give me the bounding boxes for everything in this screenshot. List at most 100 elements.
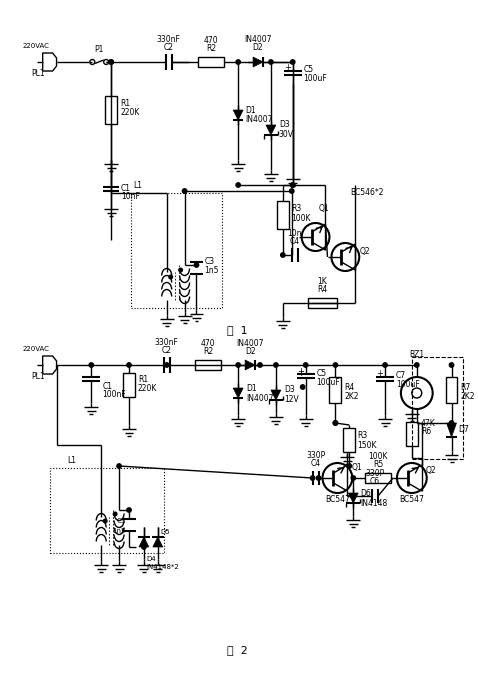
Text: Q2: Q2 xyxy=(359,247,370,256)
Text: 220K: 220K xyxy=(120,108,140,117)
Text: +: + xyxy=(297,369,304,378)
Text: C3: C3 xyxy=(117,518,126,524)
Text: D1: D1 xyxy=(245,106,256,115)
Text: 图  1: 图 1 xyxy=(227,325,248,335)
Text: R6: R6 xyxy=(421,427,431,436)
Text: R1: R1 xyxy=(138,375,148,384)
Bar xyxy=(277,201,289,229)
Text: +: + xyxy=(376,369,383,378)
Circle shape xyxy=(164,363,169,367)
Bar xyxy=(123,373,135,397)
Text: IN4007: IN4007 xyxy=(246,394,273,403)
Bar xyxy=(196,360,221,370)
Text: Q2: Q2 xyxy=(426,466,436,475)
Text: IN4148*2: IN4148*2 xyxy=(147,564,180,570)
Text: D3: D3 xyxy=(279,120,290,129)
Circle shape xyxy=(333,421,337,425)
Circle shape xyxy=(236,60,240,64)
Text: 100uF: 100uF xyxy=(304,74,327,83)
Circle shape xyxy=(301,385,305,389)
Polygon shape xyxy=(266,125,276,135)
Bar xyxy=(131,193,222,308)
Text: 12V: 12V xyxy=(284,395,299,404)
Text: R4: R4 xyxy=(344,383,355,392)
Circle shape xyxy=(89,363,94,367)
Text: 100nF: 100nF xyxy=(102,390,126,399)
Text: D4: D4 xyxy=(147,556,156,562)
Text: R2: R2 xyxy=(206,44,217,53)
Text: R5: R5 xyxy=(373,460,383,469)
Text: C7: C7 xyxy=(396,371,406,380)
Text: C2: C2 xyxy=(162,346,172,355)
Text: C1: C1 xyxy=(102,382,112,391)
Circle shape xyxy=(127,363,131,367)
Bar xyxy=(412,357,464,459)
Circle shape xyxy=(347,464,351,468)
Text: C5: C5 xyxy=(304,65,314,74)
Text: 470: 470 xyxy=(204,36,219,45)
Text: C4: C4 xyxy=(311,459,321,468)
Text: IN4007: IN4007 xyxy=(245,115,272,124)
Bar xyxy=(198,57,224,67)
Text: 150K: 150K xyxy=(357,441,377,450)
Text: R1: R1 xyxy=(120,99,130,108)
Circle shape xyxy=(290,189,294,193)
Text: 1n5: 1n5 xyxy=(113,528,126,534)
Text: 30V: 30V xyxy=(279,130,294,139)
Text: D6: D6 xyxy=(360,489,371,498)
Circle shape xyxy=(351,476,356,480)
Text: 10nF: 10nF xyxy=(121,192,140,201)
Text: D2: D2 xyxy=(253,43,263,52)
Text: 100K: 100K xyxy=(291,214,310,223)
Text: C3: C3 xyxy=(205,257,215,266)
Text: 1n5: 1n5 xyxy=(205,266,219,275)
Text: L1: L1 xyxy=(133,181,142,190)
Circle shape xyxy=(291,183,295,188)
Bar xyxy=(329,377,341,403)
Text: D2: D2 xyxy=(245,347,255,356)
Text: 470: 470 xyxy=(201,339,216,348)
Polygon shape xyxy=(271,390,281,400)
Circle shape xyxy=(281,253,285,257)
Text: 47K: 47K xyxy=(421,419,435,428)
Bar xyxy=(343,428,355,452)
Text: C4: C4 xyxy=(290,237,300,246)
Text: 2K2: 2K2 xyxy=(460,392,475,401)
Text: R4: R4 xyxy=(317,285,327,294)
Text: 图  2: 图 2 xyxy=(227,645,248,655)
Circle shape xyxy=(414,363,419,367)
Text: BC547: BC547 xyxy=(325,495,350,504)
Text: IN4007: IN4007 xyxy=(244,35,272,44)
Text: 330nF: 330nF xyxy=(157,35,181,44)
Circle shape xyxy=(109,60,113,64)
Circle shape xyxy=(183,189,187,193)
Text: D7: D7 xyxy=(458,425,469,434)
Circle shape xyxy=(103,519,107,522)
Text: PL1: PL1 xyxy=(31,69,44,78)
Circle shape xyxy=(304,363,308,367)
Text: IN4148: IN4148 xyxy=(360,499,388,508)
Circle shape xyxy=(113,512,117,516)
Text: +: + xyxy=(297,367,304,376)
Text: 1K: 1K xyxy=(318,277,327,286)
Text: C6: C6 xyxy=(370,477,380,486)
Text: 100K: 100K xyxy=(369,452,388,461)
Polygon shape xyxy=(233,110,243,120)
Circle shape xyxy=(236,363,240,367)
Text: P1: P1 xyxy=(95,45,104,54)
Polygon shape xyxy=(233,388,243,398)
Text: BC546*2: BC546*2 xyxy=(350,188,384,197)
Text: BC547: BC547 xyxy=(400,495,424,504)
Text: R3: R3 xyxy=(357,431,368,440)
Circle shape xyxy=(291,183,295,188)
Circle shape xyxy=(449,421,454,425)
Polygon shape xyxy=(245,360,255,370)
Text: Q1: Q1 xyxy=(318,204,329,213)
Circle shape xyxy=(179,268,183,272)
Text: PL1: PL1 xyxy=(31,372,44,381)
Polygon shape xyxy=(253,57,263,67)
Polygon shape xyxy=(446,423,456,437)
Circle shape xyxy=(236,183,240,188)
Bar xyxy=(105,96,117,124)
Circle shape xyxy=(333,421,337,425)
